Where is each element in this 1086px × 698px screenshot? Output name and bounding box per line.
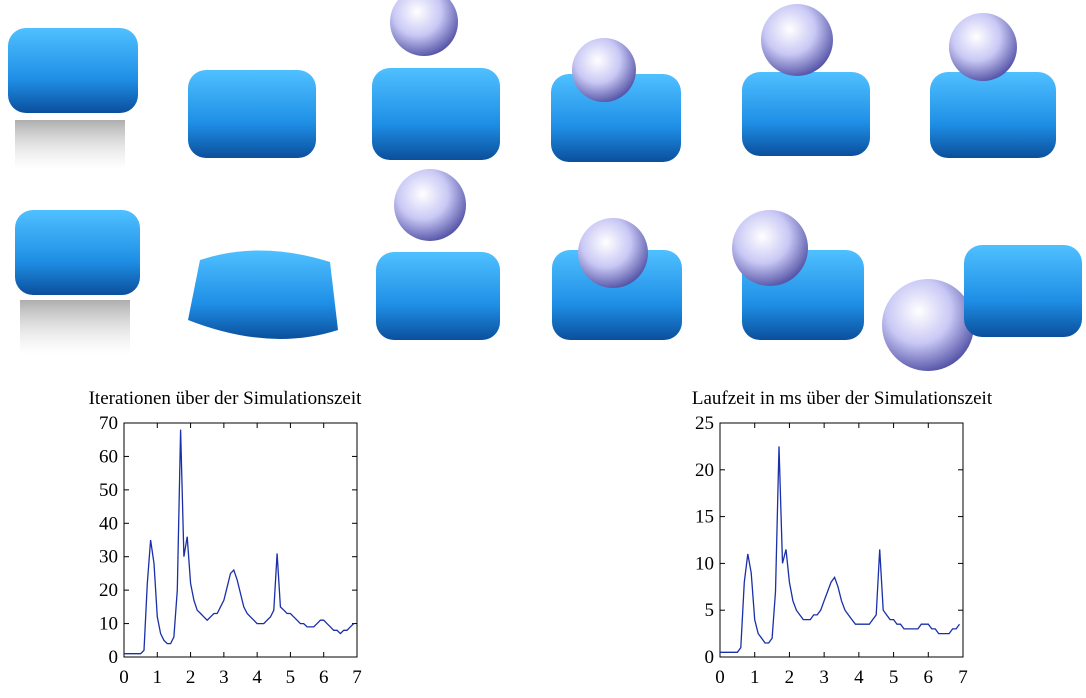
y-tick-label: 0 xyxy=(109,647,119,668)
figure: Iterationen über der Simulationszeit0102… xyxy=(0,0,1086,693)
x-tick-label: 7 xyxy=(958,667,968,688)
x-tick-label: 2 xyxy=(785,667,795,688)
soft-box xyxy=(188,250,338,338)
y-tick-label: 70 xyxy=(99,413,118,434)
y-tick-label: 10 xyxy=(695,553,714,574)
sphere xyxy=(732,210,808,286)
soft-box xyxy=(15,210,140,295)
sphere xyxy=(882,279,974,371)
x-tick-label: 7 xyxy=(352,667,362,688)
plot-frame xyxy=(720,423,963,657)
sphere xyxy=(394,169,466,241)
chart-title: Laufzeit in ms über der Simulationszeit xyxy=(692,388,993,409)
sphere xyxy=(578,218,648,288)
sphere xyxy=(390,0,458,56)
y-tick-label: 50 xyxy=(99,480,118,501)
y-tick-label: 40 xyxy=(99,513,118,534)
soft-box xyxy=(372,68,500,160)
x-tick-label: 4 xyxy=(252,667,262,688)
soft-box xyxy=(188,70,316,158)
soft-box xyxy=(930,72,1056,158)
sphere xyxy=(949,13,1017,81)
x-tick-label: 6 xyxy=(924,667,934,688)
y-tick-label: 5 xyxy=(705,600,715,621)
data-line xyxy=(124,430,354,654)
y-tick-label: 15 xyxy=(695,507,714,528)
y-tick-label: 20 xyxy=(695,460,714,481)
x-tick-label: 1 xyxy=(750,667,760,688)
sphere xyxy=(761,4,833,76)
y-tick-label: 30 xyxy=(99,547,118,568)
data-line xyxy=(720,446,960,652)
y-tick-label: 10 xyxy=(99,614,118,635)
x-tick-label: 2 xyxy=(186,667,196,688)
y-tick-label: 60 xyxy=(99,446,118,467)
soft-box xyxy=(742,72,870,156)
x-tick-label: 1 xyxy=(153,667,163,688)
rendered-frames xyxy=(8,0,1082,371)
soft-box xyxy=(376,252,500,340)
x-tick-label: 0 xyxy=(119,667,129,688)
x-tick-label: 5 xyxy=(286,667,296,688)
soft-box xyxy=(964,245,1082,337)
page: Iterationen über der Simulationszeit0102… xyxy=(0,0,1086,698)
shadow xyxy=(15,120,125,170)
shadow xyxy=(20,300,130,355)
x-tick-label: 0 xyxy=(715,667,725,688)
soft-box xyxy=(8,28,138,113)
sphere xyxy=(572,38,636,102)
y-tick-label: 20 xyxy=(99,580,118,601)
x-tick-label: 6 xyxy=(319,667,329,688)
chart-title: Iterationen über der Simulationszeit xyxy=(89,388,362,409)
x-tick-label: 3 xyxy=(219,667,229,688)
x-tick-label: 3 xyxy=(819,667,829,688)
x-tick-label: 5 xyxy=(889,667,899,688)
y-tick-label: 25 xyxy=(695,413,714,434)
x-tick-label: 4 xyxy=(854,667,864,688)
y-tick-label: 0 xyxy=(705,647,715,668)
